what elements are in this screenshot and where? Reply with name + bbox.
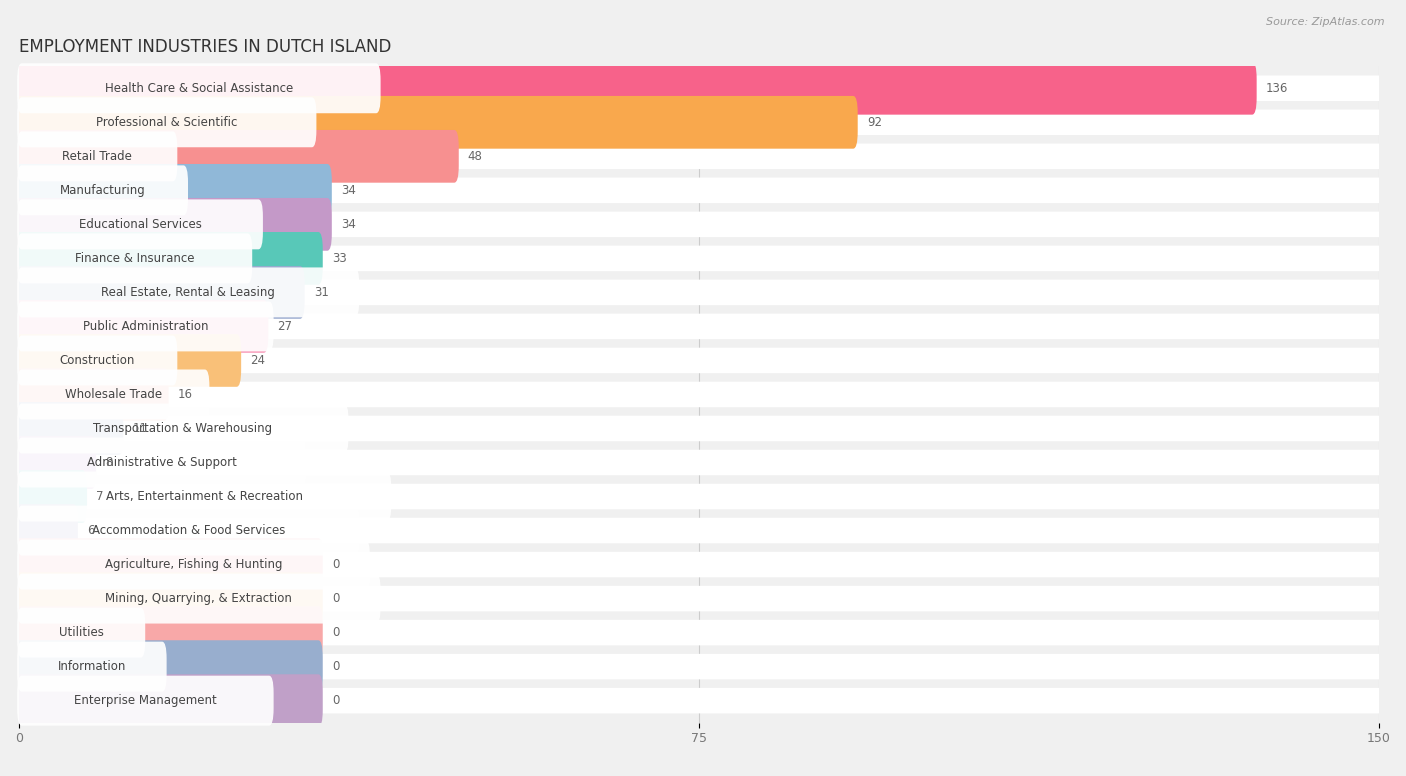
FancyBboxPatch shape [14, 266, 305, 319]
Text: Real Estate, Rental & Leasing: Real Estate, Rental & Leasing [101, 286, 276, 299]
Text: Public Administration: Public Administration [83, 320, 208, 333]
FancyBboxPatch shape [17, 268, 359, 317]
FancyBboxPatch shape [14, 470, 87, 523]
FancyBboxPatch shape [20, 178, 1379, 203]
Text: 0: 0 [332, 695, 339, 707]
FancyBboxPatch shape [20, 654, 1379, 679]
FancyBboxPatch shape [20, 348, 1379, 373]
Text: 27: 27 [277, 320, 292, 333]
FancyBboxPatch shape [14, 164, 332, 217]
Text: 0: 0 [332, 660, 339, 673]
Text: 34: 34 [340, 184, 356, 197]
Text: 31: 31 [314, 286, 329, 299]
Text: 6: 6 [87, 524, 94, 537]
FancyBboxPatch shape [17, 573, 381, 624]
FancyBboxPatch shape [17, 539, 370, 590]
FancyBboxPatch shape [14, 674, 323, 727]
FancyBboxPatch shape [14, 539, 323, 591]
Text: Source: ZipAtlas.com: Source: ZipAtlas.com [1267, 17, 1385, 27]
Text: Arts, Entertainment & Recreation: Arts, Entertainment & Recreation [105, 490, 302, 503]
FancyBboxPatch shape [17, 438, 305, 487]
FancyBboxPatch shape [17, 199, 263, 249]
Text: 7: 7 [96, 490, 104, 503]
Text: 136: 136 [1265, 81, 1288, 95]
FancyBboxPatch shape [20, 518, 1379, 543]
FancyBboxPatch shape [17, 301, 274, 352]
FancyBboxPatch shape [14, 96, 858, 149]
Text: Wholesale Trade: Wholesale Trade [65, 388, 162, 401]
Text: 24: 24 [250, 354, 266, 367]
Text: Enterprise Management: Enterprise Management [75, 695, 217, 707]
FancyBboxPatch shape [20, 109, 1379, 135]
FancyBboxPatch shape [20, 314, 1379, 339]
FancyBboxPatch shape [20, 483, 1379, 509]
Text: Manufacturing: Manufacturing [59, 184, 145, 197]
FancyBboxPatch shape [14, 130, 458, 182]
FancyBboxPatch shape [20, 279, 1379, 305]
Text: 34: 34 [340, 218, 356, 231]
FancyBboxPatch shape [14, 198, 332, 251]
FancyBboxPatch shape [17, 369, 209, 419]
FancyBboxPatch shape [14, 62, 1257, 115]
Text: 0: 0 [332, 558, 339, 571]
FancyBboxPatch shape [14, 232, 323, 285]
FancyBboxPatch shape [17, 234, 252, 283]
Text: 0: 0 [332, 626, 339, 639]
FancyBboxPatch shape [20, 75, 1379, 101]
FancyBboxPatch shape [17, 97, 316, 147]
Text: Information: Information [58, 660, 127, 673]
Text: 33: 33 [332, 252, 346, 265]
Text: Health Care & Social Assistance: Health Care & Social Assistance [105, 81, 292, 95]
FancyBboxPatch shape [14, 436, 96, 489]
Text: Mining, Quarrying, & Extraction: Mining, Quarrying, & Extraction [105, 592, 292, 605]
FancyBboxPatch shape [14, 368, 169, 421]
Text: Construction: Construction [59, 354, 135, 367]
FancyBboxPatch shape [20, 586, 1379, 611]
FancyBboxPatch shape [17, 131, 177, 182]
Text: 11: 11 [132, 422, 148, 435]
FancyBboxPatch shape [17, 472, 391, 521]
FancyBboxPatch shape [20, 144, 1379, 169]
FancyBboxPatch shape [17, 608, 145, 657]
FancyBboxPatch shape [20, 688, 1379, 713]
Text: Retail Trade: Retail Trade [62, 150, 132, 163]
FancyBboxPatch shape [14, 300, 269, 353]
FancyBboxPatch shape [17, 506, 359, 556]
FancyBboxPatch shape [17, 676, 274, 726]
FancyBboxPatch shape [20, 552, 1379, 577]
FancyBboxPatch shape [14, 606, 323, 659]
FancyBboxPatch shape [20, 212, 1379, 237]
FancyBboxPatch shape [17, 404, 349, 453]
Text: 92: 92 [866, 116, 882, 129]
FancyBboxPatch shape [20, 620, 1379, 646]
FancyBboxPatch shape [17, 64, 381, 113]
FancyBboxPatch shape [20, 382, 1379, 407]
FancyBboxPatch shape [20, 450, 1379, 475]
FancyBboxPatch shape [20, 246, 1379, 271]
Text: Transportation & Warehousing: Transportation & Warehousing [93, 422, 273, 435]
FancyBboxPatch shape [17, 335, 177, 386]
FancyBboxPatch shape [14, 334, 242, 386]
FancyBboxPatch shape [17, 165, 188, 215]
Text: 8: 8 [105, 456, 112, 469]
Text: 16: 16 [177, 388, 193, 401]
Text: Agriculture, Fishing & Hunting: Agriculture, Fishing & Hunting [105, 558, 283, 571]
FancyBboxPatch shape [14, 504, 77, 557]
Text: Professional & Scientific: Professional & Scientific [96, 116, 238, 129]
FancyBboxPatch shape [14, 572, 323, 625]
Text: Educational Services: Educational Services [79, 218, 201, 231]
FancyBboxPatch shape [14, 402, 124, 455]
FancyBboxPatch shape [17, 642, 167, 691]
Text: Utilities: Utilities [59, 626, 104, 639]
Text: Finance & Insurance: Finance & Insurance [75, 252, 194, 265]
FancyBboxPatch shape [20, 416, 1379, 442]
Text: Administrative & Support: Administrative & Support [87, 456, 236, 469]
FancyBboxPatch shape [14, 640, 323, 693]
Text: EMPLOYMENT INDUSTRIES IN DUTCH ISLAND: EMPLOYMENT INDUSTRIES IN DUTCH ISLAND [20, 38, 391, 57]
Text: Accommodation & Food Services: Accommodation & Food Services [91, 524, 285, 537]
Text: 0: 0 [332, 592, 339, 605]
Text: 48: 48 [468, 150, 482, 163]
